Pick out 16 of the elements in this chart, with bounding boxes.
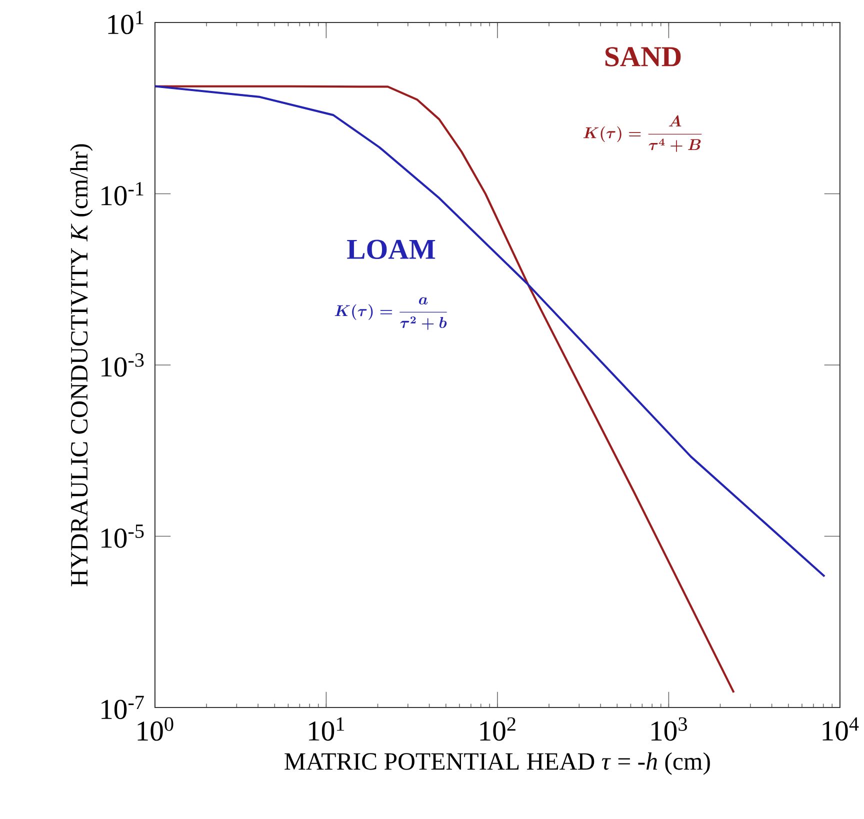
series-label: LOAM (347, 240, 436, 260)
x-tick-label: 10$^{3}$ (652, 717, 687, 741)
x-axis-title: MATRIC POTENTIAL HEAD τ = -h (cm) (284, 752, 710, 775)
annotation: $K(\tau) = \frac{a}{\tau^2 + b}$ (334, 297, 447, 330)
annotation: $K(\tau) = \frac{A}{\tau^4 + B}$ (583, 115, 702, 152)
x-tick-label: 10$^{1}$ (309, 717, 344, 741)
y-tick-label: 10$^{-1}$ (102, 182, 144, 206)
y-tick-label: 10$^{1}$ (108, 10, 144, 34)
y-tick-label: 10$^{-5}$ (102, 524, 144, 548)
y-tick-label: 10$^{-3}$ (102, 353, 144, 377)
x-tick-label: 10$^{4}$ (822, 717, 859, 741)
x-tick-label: 10$^{2}$ (480, 717, 516, 741)
y-tick-label: 10$^{-7}$ (102, 696, 144, 720)
text: SAND (605, 47, 681, 66)
y-axis-title: HYDRAULIC CONDUCTIVITY K (cm/hr) (70, 144, 93, 586)
x-tick-label: 10$^{0}$ (138, 717, 174, 741)
